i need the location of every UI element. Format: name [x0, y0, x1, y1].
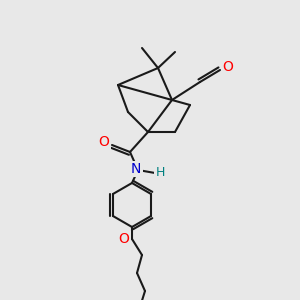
Text: O: O: [99, 135, 110, 149]
Text: N: N: [131, 162, 141, 176]
Text: O: O: [223, 60, 233, 74]
Text: H: H: [155, 166, 165, 178]
Text: O: O: [118, 232, 129, 246]
